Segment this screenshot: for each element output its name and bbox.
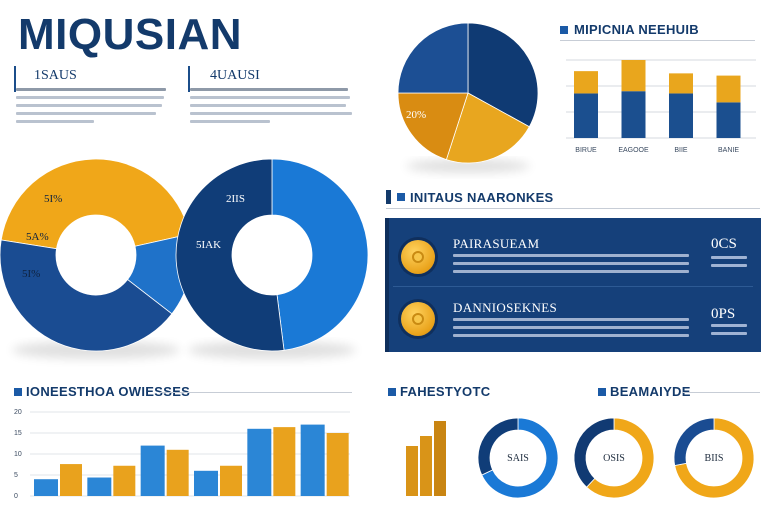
coin-icon xyxy=(401,240,435,274)
top-bar-segment-gold xyxy=(574,71,598,94)
top-bar-segment-blue xyxy=(574,93,598,138)
top-bars-category-label: BIIE xyxy=(674,147,688,154)
bm-bar xyxy=(420,436,432,496)
mid-donut-label: 5IAK xyxy=(196,239,221,251)
bottom-left-marker xyxy=(14,388,22,396)
top-pie-slice xyxy=(397,22,469,94)
bl-bar-gold xyxy=(113,465,136,496)
panel-heading-marker xyxy=(386,190,391,204)
left-donut-label: 5I% xyxy=(44,193,62,205)
bottom-donut-label: OSIS xyxy=(603,453,625,464)
top-bar-segment-gold xyxy=(669,73,693,94)
left-col-text xyxy=(16,88,168,123)
bl-bar-blue xyxy=(247,428,272,496)
top-right-marker xyxy=(560,26,568,34)
bottom-donut-hole xyxy=(490,430,546,486)
mid-donut-label: 2IIS xyxy=(226,193,245,205)
panel-heading: INITAUS NAARONKES xyxy=(410,190,554,205)
bl-bar-blue xyxy=(87,477,112,496)
top-bar-segment-gold xyxy=(716,75,741,103)
left-col-marker xyxy=(14,66,16,92)
bl-bars-tick-label: 5 xyxy=(14,472,18,479)
top-pie-slice xyxy=(445,92,530,164)
top-pie-slice xyxy=(397,92,469,161)
coin-icon xyxy=(401,302,435,336)
mid-donut-hole xyxy=(232,215,312,295)
bottom-left-rule xyxy=(160,392,352,393)
panel-row2-value: 0PS xyxy=(711,306,736,322)
bl-bars-tick-label: 15 xyxy=(14,430,22,437)
bl-bar-blue xyxy=(300,424,325,496)
bottom-donut-hole xyxy=(586,430,642,486)
bottom-mid-marker xyxy=(388,388,396,396)
bl-bar-gold xyxy=(273,427,296,496)
bottom-right-rule xyxy=(682,392,760,393)
bottom-donut-hole xyxy=(686,430,742,486)
bl-bar-blue xyxy=(34,479,58,496)
top-bar-segment-blue xyxy=(716,102,741,138)
bl-bar-gold xyxy=(220,465,242,496)
bl-bars-tick-label: 10 xyxy=(14,451,22,458)
bottom-donut-label: BIIS xyxy=(705,453,724,464)
panel-heading-square xyxy=(397,193,405,201)
bl-bar-blue xyxy=(194,470,218,496)
top-bars-category-label: BIRUE xyxy=(575,147,597,154)
bl-bars-tick-label: 0 xyxy=(14,493,18,500)
top-bar-segment-gold xyxy=(621,60,646,92)
top-pie-label: 20% xyxy=(406,109,426,121)
panel-row2-title: DANNIOSEKNES xyxy=(453,300,557,315)
bottom-left-heading: IONEESTHOA OWIESSES xyxy=(26,384,191,399)
mid-col-heading: 4UAUSI xyxy=(210,68,260,83)
stats-panel: PAIRASUEAM 0CS DANNIOSEKNES 0PS xyxy=(385,218,761,352)
panel-heading-rule xyxy=(386,208,760,209)
top-bar-segment-blue xyxy=(621,91,646,138)
mid-col-marker xyxy=(188,66,190,92)
panel-row1-value: 0CS xyxy=(711,236,737,252)
bm-bar xyxy=(406,446,418,496)
left-donut-slice xyxy=(0,158,191,250)
bl-bar-gold xyxy=(60,464,82,496)
left-donut-label: 5A% xyxy=(26,231,49,243)
left-col-heading: 1SAUS xyxy=(34,68,77,83)
bm-bar xyxy=(434,421,446,496)
bl-bar-gold xyxy=(326,433,349,496)
top-right-rule xyxy=(560,40,755,41)
left-donut-hole xyxy=(56,215,136,295)
bottom-donut-label: SAIS xyxy=(507,453,529,464)
panel-row1-title: PAIRASUEAM xyxy=(453,236,540,251)
top-right-heading: MIPICNIA NEEHUIB xyxy=(574,22,699,37)
bottom-right-heading: BEAMAIYDE xyxy=(610,384,691,399)
mid-col-text xyxy=(190,88,352,123)
page-title: MIQUSIAN xyxy=(18,10,242,59)
bottom-right-marker xyxy=(598,388,606,396)
bottom-mid-heading: FAHESTYOTC xyxy=(400,384,491,399)
top-bar-segment-blue xyxy=(669,93,693,138)
top-bars-category-label: BANIE xyxy=(718,147,739,154)
bl-bars-tick-label: 20 xyxy=(14,409,22,416)
top-pie-slice xyxy=(467,22,539,128)
bl-bar-gold xyxy=(166,449,189,496)
top-bars-category-label: EAGOOE xyxy=(618,147,649,154)
bl-bar-blue xyxy=(140,445,165,496)
left-donut-label: 5I% xyxy=(22,268,40,280)
